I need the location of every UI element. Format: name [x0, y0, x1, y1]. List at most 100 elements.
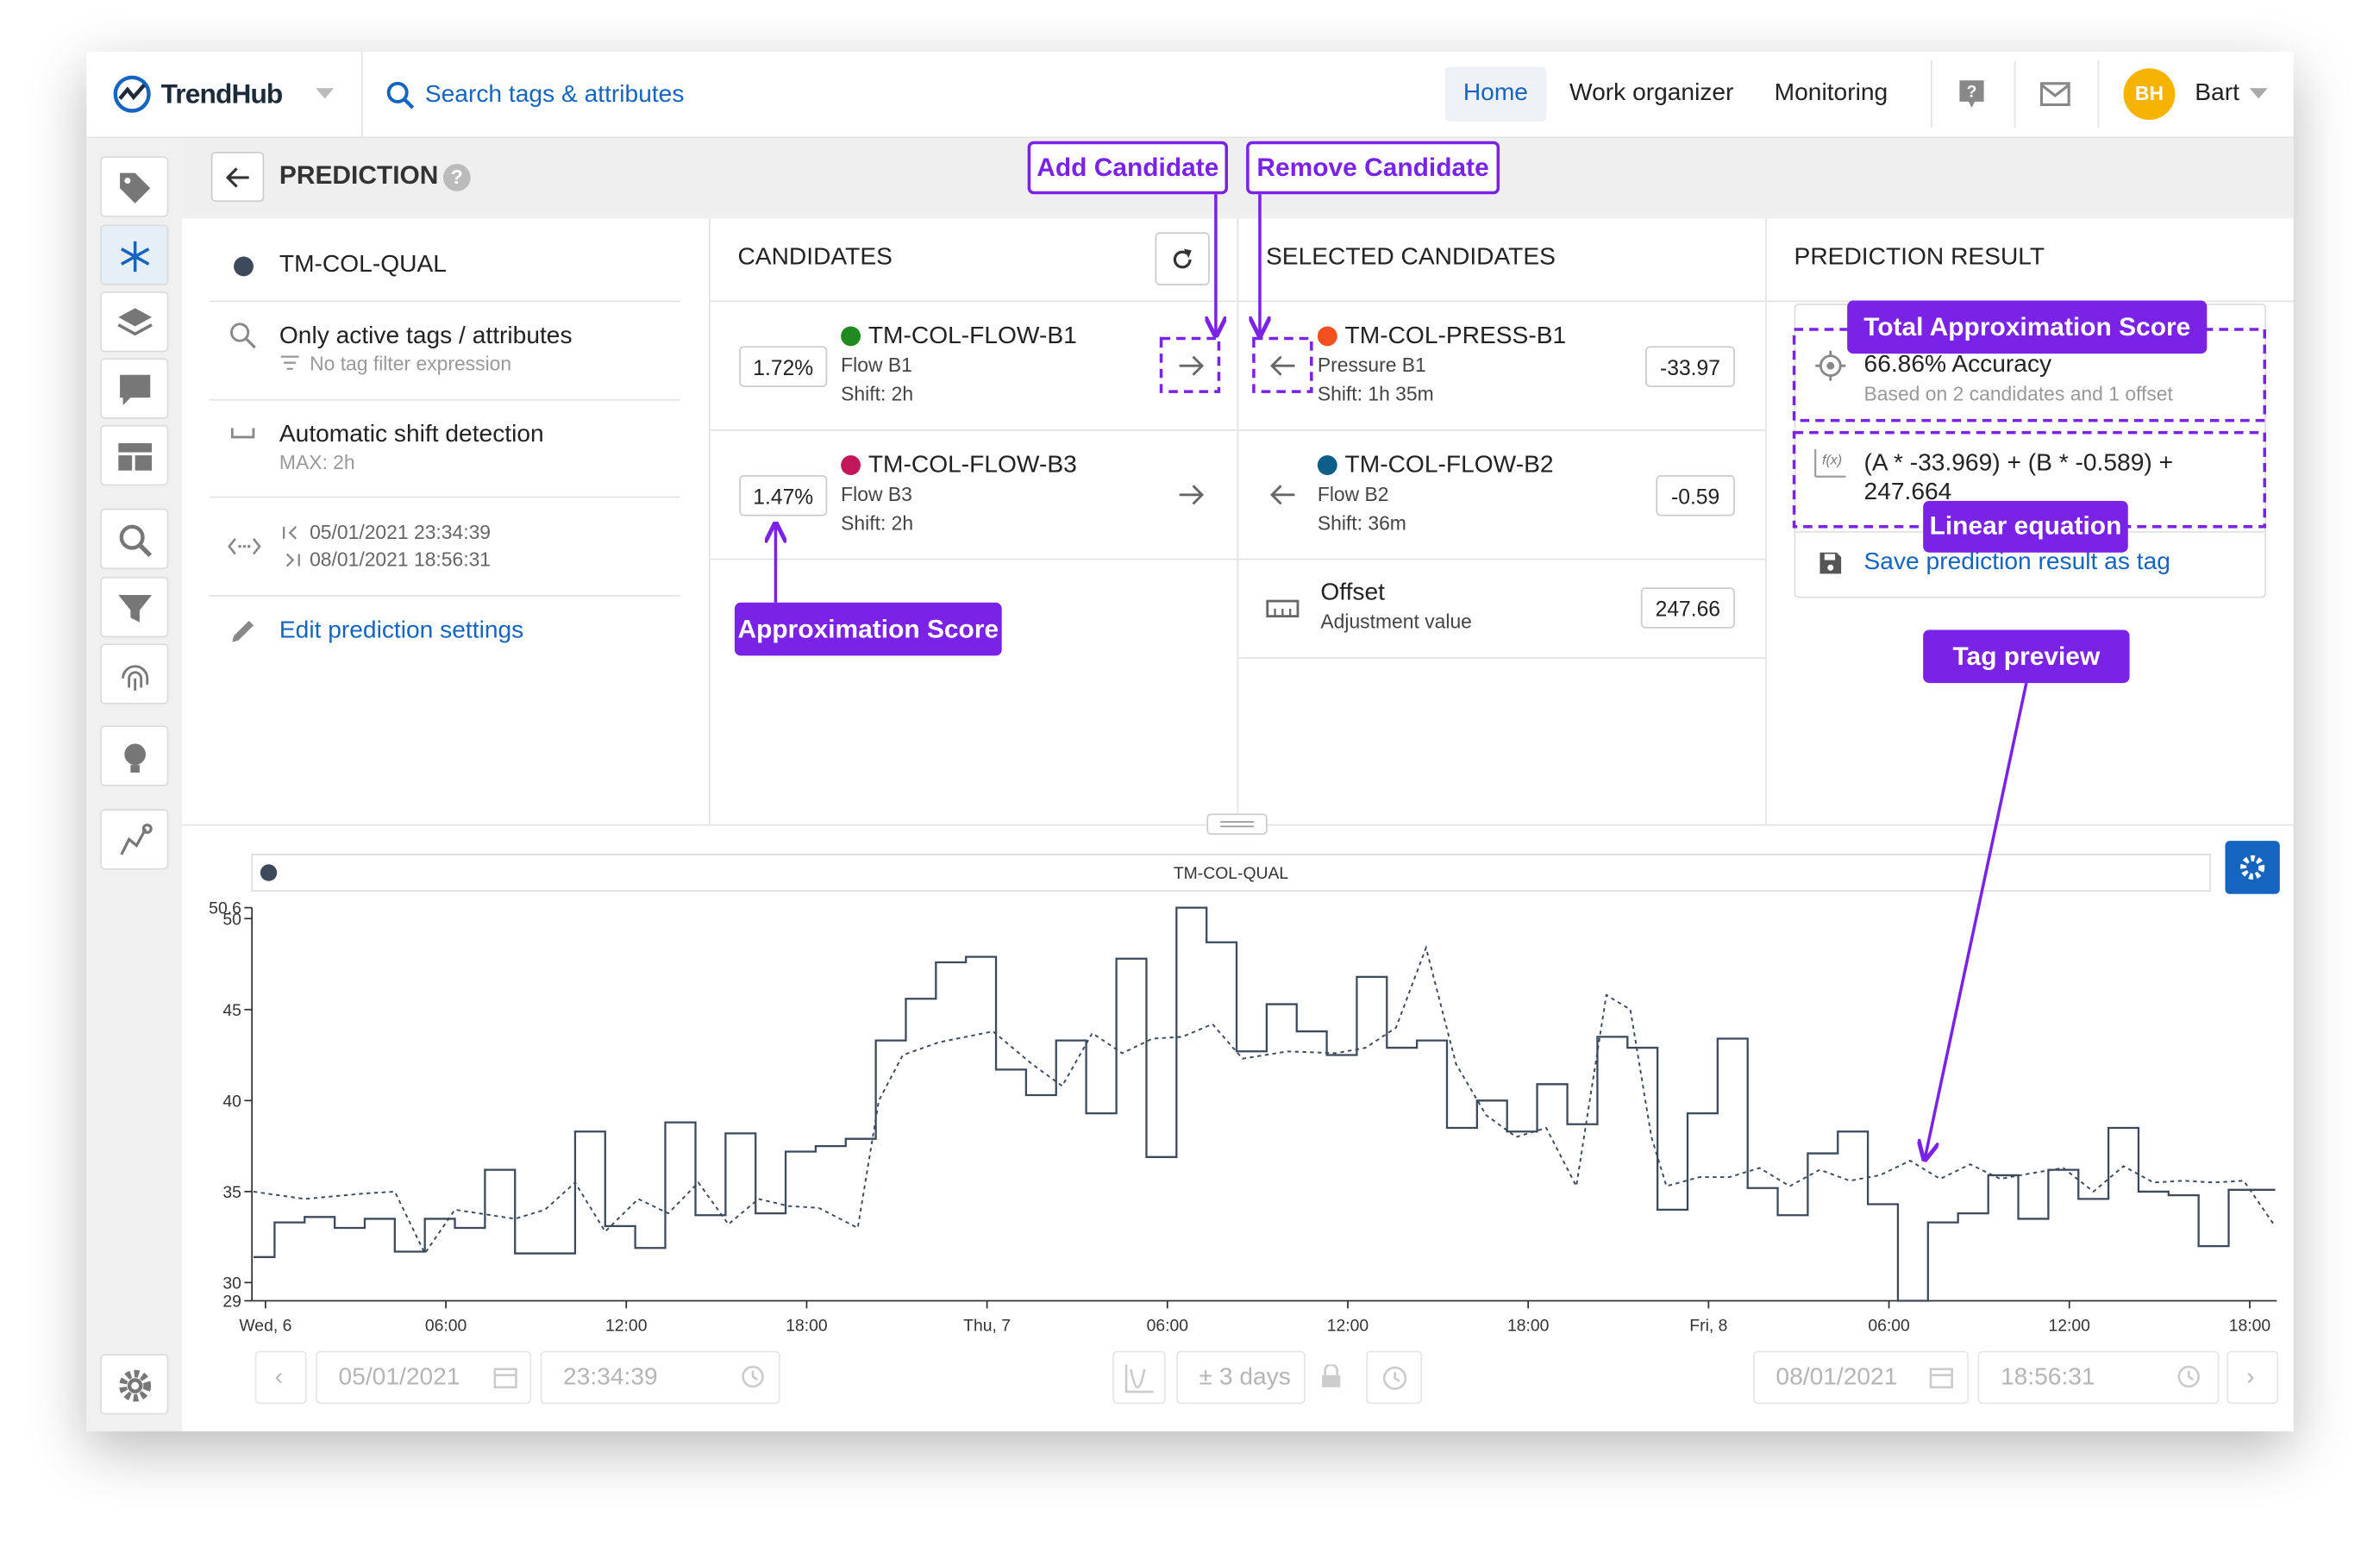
divider	[710, 300, 2294, 303]
equation-icon-part: f(x)	[1822, 454, 1842, 468]
divider	[86, 136, 2294, 139]
nav-monitoring[interactable]: Monitoring	[1774, 80, 1888, 107]
candidate-name: TM-COL-FLOW-B3	[867, 452, 1077, 479]
sidebar-insights-part-part	[130, 765, 140, 773]
start-time[interactable]: 23:34:39	[540, 1350, 780, 1405]
end-date[interactable]: 08/01/2021	[1753, 1350, 1969, 1405]
x-tick-label: 18:00	[1507, 1317, 1550, 1336]
resize-handle[interactable]	[1206, 813, 1268, 836]
brand-name: TrendHub	[160, 78, 284, 110]
mail-button[interactable]	[2039, 82, 2070, 107]
sidebar-dashboard[interactable]	[100, 424, 169, 486]
sidebar-scatter[interactable]	[100, 809, 169, 870]
sidebar-tags[interactable]	[100, 156, 169, 217]
start-date[interactable]: 05/01/2021	[316, 1350, 532, 1405]
sidebar-comments[interactable]	[100, 358, 169, 419]
chart-type-button[interactable]	[1112, 1350, 1166, 1405]
range-markers-part-part	[288, 525, 298, 540]
sidebar-prediction[interactable]	[100, 224, 169, 285]
y-tick-label: 29	[222, 1293, 241, 1312]
shift-icon	[230, 428, 255, 439]
sidebar-search-part-part	[119, 524, 145, 550]
range-end: 08/01/2021 18:56:31	[310, 548, 492, 571]
filter-icon	[280, 355, 299, 370]
filter-search-icon-part	[245, 337, 256, 349]
result-title: PREDICTION RESULT	[1794, 244, 2045, 271]
lock-button-part	[1322, 1364, 1341, 1387]
candidate-desc: Flow B3	[841, 482, 912, 506]
y-tick-label: 30	[222, 1274, 241, 1293]
range-icon-part-part	[238, 544, 241, 548]
selected-desc: Pressure B1	[1317, 354, 1426, 377]
offset-label: Offset	[1320, 579, 1385, 606]
selected-name: TM-COL-FLOW-B2	[1344, 452, 1554, 479]
resize-handle-part	[1220, 821, 1254, 823]
sidebar-fingerprint[interactable]	[100, 643, 169, 704]
save-icon	[1819, 552, 1842, 574]
edit-settings-link[interactable]: Edit prediction settings	[279, 617, 524, 644]
remove-candidate-button[interactable]	[1269, 354, 1297, 378]
search-input[interactable]: Search tags & attributes	[424, 82, 685, 108]
filter-icon-part	[280, 355, 299, 370]
sidebar-search[interactable]	[100, 508, 169, 570]
x-tick-label: Wed, 6	[239, 1317, 291, 1336]
sidebar-settings-part	[119, 1369, 152, 1402]
lock-button[interactable]	[1308, 1351, 1356, 1405]
range-start: 05/01/2021 23:34:39	[310, 520, 492, 544]
end-time[interactable]: 18:56:31	[1977, 1350, 2220, 1405]
refresh-button[interactable]	[1155, 232, 1210, 285]
annotation-remove-candidate: Remove Candidate	[1246, 141, 1500, 195]
sidebar-scatter-part-part-part	[141, 823, 153, 835]
candidate-shift: Shift: 2h	[841, 511, 914, 535]
brand-caret[interactable]	[316, 88, 335, 100]
sidebar-prediction-part	[120, 241, 150, 272]
help-icon[interactable]: ?	[442, 164, 471, 191]
x-tick-label: 06:00	[425, 1317, 467, 1336]
brand-logo	[113, 75, 151, 113]
sidebar-layers[interactable]	[100, 291, 169, 353]
remove-candidate-button[interactable]	[1269, 483, 1297, 507]
user-name[interactable]: Bart	[2195, 80, 2239, 107]
divider	[1238, 429, 1766, 431]
divider	[1930, 60, 1932, 128]
x-tick-label: 06:00	[1147, 1317, 1189, 1336]
sidebar-insights[interactable]	[100, 725, 169, 786]
offset-icon	[1266, 599, 1300, 618]
annotation-approximation-score: Approximation Score	[734, 602, 1002, 656]
sidebar-settings[interactable]	[100, 1354, 169, 1415]
edit-icon-part	[232, 620, 254, 642]
x-tick-label: 18:00	[2229, 1317, 2271, 1336]
selected-title: SELECTED CANDIDATES	[1266, 244, 1556, 271]
prev-button[interactable]: ‹	[254, 1350, 307, 1405]
save-result-link[interactable]: Save prediction result as tag	[1863, 549, 2170, 576]
sidebar-insights-part	[124, 743, 146, 773]
next-button[interactable]: ›	[2227, 1350, 2279, 1405]
history-button[interactable]	[1366, 1350, 1423, 1405]
user-caret[interactable]	[2249, 88, 2268, 100]
accuracy-basis: Based on 2 candidates and 1 offset	[1863, 382, 2173, 405]
back-button[interactable]	[210, 152, 265, 203]
divider	[209, 300, 680, 303]
range-icon	[228, 538, 261, 555]
range-icon-part-part	[247, 544, 251, 548]
x-tick-label: Thu, 7	[963, 1317, 1011, 1336]
step-line	[253, 906, 2276, 1302]
chart-settings-icon	[2240, 855, 2265, 880]
sidebar-prediction-part-part	[120, 241, 150, 272]
candidate-dot	[841, 455, 861, 475]
avatar[interactable]: BH	[2123, 68, 2176, 121]
edit-icon	[232, 620, 254, 642]
divider	[1765, 218, 1767, 824]
shift-sub: MAX: 2h	[279, 450, 355, 474]
sidebar-fingerprint-part-part	[122, 665, 149, 691]
span-button[interactable]: ± 3 days	[1176, 1350, 1306, 1405]
divider	[2097, 60, 2100, 128]
nav-work-organizer[interactable]: Work organizer	[1569, 80, 1734, 107]
divider	[1237, 218, 1239, 824]
sidebar-filter[interactable]	[100, 576, 169, 638]
add-candidate-button[interactable]	[1178, 354, 1206, 378]
add-candidate-button[interactable]	[1178, 483, 1206, 507]
help-button[interactable]: ?	[1958, 79, 1986, 110]
nav-home[interactable]: Home	[1462, 80, 1528, 107]
